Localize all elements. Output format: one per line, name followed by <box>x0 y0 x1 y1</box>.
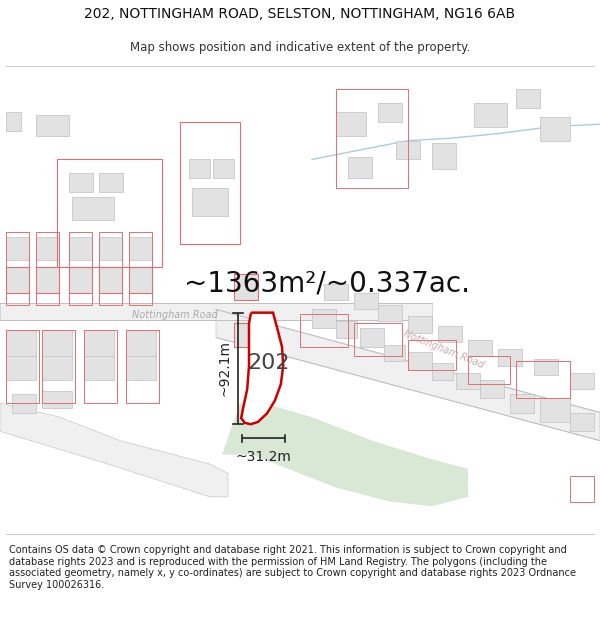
Polygon shape <box>222 403 468 506</box>
Bar <box>438 326 462 342</box>
Bar <box>6 232 29 304</box>
Bar <box>129 237 152 260</box>
Polygon shape <box>0 403 228 497</box>
Bar <box>540 399 570 422</box>
Text: 202, NOTTINGHAM ROAD, SELSTON, NOTTINGHAM, NG16 6AB: 202, NOTTINGHAM ROAD, SELSTON, NOTTINGHA… <box>85 8 515 21</box>
Bar <box>129 268 152 293</box>
Bar <box>570 412 594 431</box>
Bar <box>432 363 453 379</box>
Bar <box>129 232 152 304</box>
Bar <box>6 331 36 356</box>
Text: ~92.1m: ~92.1m <box>218 341 232 396</box>
Bar <box>36 237 59 260</box>
Bar <box>6 351 36 379</box>
Bar <box>384 344 405 361</box>
Bar <box>84 351 114 379</box>
Bar <box>6 112 21 131</box>
Bar <box>468 340 492 356</box>
Bar <box>126 331 156 356</box>
Bar <box>99 173 123 192</box>
Bar <box>72 197 114 220</box>
Bar <box>474 103 507 126</box>
Bar <box>69 173 93 192</box>
Bar <box>234 274 258 300</box>
Polygon shape <box>0 303 432 320</box>
Bar <box>360 328 384 347</box>
Bar <box>510 394 534 412</box>
Bar <box>6 268 29 293</box>
Bar <box>234 324 258 347</box>
Bar <box>336 112 366 136</box>
Bar <box>42 351 72 379</box>
Text: Nottingham Road: Nottingham Road <box>132 310 218 320</box>
Bar <box>396 141 420 159</box>
Bar <box>36 268 59 293</box>
Bar <box>99 268 122 293</box>
Bar <box>69 237 92 260</box>
Bar <box>189 159 210 178</box>
Bar <box>42 331 72 356</box>
Bar <box>570 372 594 389</box>
Text: Nottingham Road: Nottingham Road <box>402 329 485 370</box>
Bar <box>192 188 228 216</box>
Bar <box>516 361 570 399</box>
Bar <box>129 268 152 293</box>
Text: ~1363m²/~0.337ac.: ~1363m²/~0.337ac. <box>184 269 470 298</box>
Bar <box>300 314 348 347</box>
Bar <box>516 89 540 107</box>
Bar <box>12 394 36 412</box>
Bar <box>6 268 29 293</box>
Bar <box>36 268 59 293</box>
Bar <box>348 157 372 178</box>
Bar <box>42 391 72 408</box>
Bar <box>378 103 402 122</box>
Bar <box>540 118 570 141</box>
Bar <box>57 159 162 268</box>
Bar <box>6 331 39 403</box>
Bar <box>69 268 92 293</box>
Bar <box>213 159 234 178</box>
Bar <box>354 324 402 356</box>
Bar <box>354 293 378 309</box>
Bar <box>234 324 258 347</box>
Polygon shape <box>241 312 283 424</box>
Bar <box>180 122 240 244</box>
Polygon shape <box>216 309 600 441</box>
Bar <box>36 115 69 136</box>
Bar <box>336 321 357 338</box>
Text: ~31.2m: ~31.2m <box>235 450 292 464</box>
Bar <box>126 351 156 379</box>
Bar <box>42 331 75 403</box>
Text: Map shows position and indicative extent of the property.: Map shows position and indicative extent… <box>130 41 470 54</box>
Bar <box>408 351 432 370</box>
Text: 202: 202 <box>247 353 289 373</box>
Bar <box>69 232 92 304</box>
Bar <box>498 349 522 366</box>
Bar <box>84 331 117 403</box>
Bar <box>84 331 114 356</box>
Bar <box>480 379 504 399</box>
Bar <box>234 274 258 300</box>
Bar <box>378 304 402 321</box>
Bar <box>570 476 594 501</box>
Bar <box>432 143 456 169</box>
Bar <box>99 268 122 293</box>
Bar <box>468 356 510 384</box>
Bar <box>312 309 336 328</box>
Bar <box>126 331 159 403</box>
Bar <box>36 232 59 304</box>
Bar <box>99 237 122 260</box>
Bar <box>408 316 432 332</box>
Text: Contains OS data © Crown copyright and database right 2021. This information is : Contains OS data © Crown copyright and d… <box>9 545 576 590</box>
Bar <box>408 340 456 370</box>
Bar <box>534 359 558 375</box>
Bar <box>456 372 480 389</box>
Bar <box>336 89 408 188</box>
Bar <box>6 237 29 260</box>
Bar <box>69 268 92 293</box>
Bar <box>99 232 122 304</box>
Bar <box>324 284 348 300</box>
